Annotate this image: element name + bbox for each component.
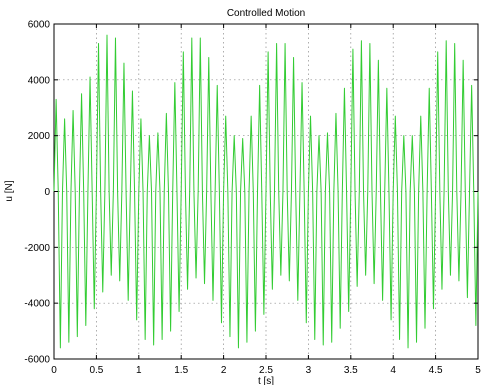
x-tick-label: 3 [306,365,312,376]
y-tick-label: 6000 [28,20,51,31]
chart-title: Controlled Motion [227,8,305,19]
x-tick-label: 1 [136,365,142,376]
x-tick-label: 5 [475,365,481,376]
x-tick-label: 0.5 [89,365,103,376]
x-tick-label: 4 [390,365,396,376]
series-line-0 [53,34,479,349]
x-axis-label: t [s] [258,376,274,385]
y-tick-label: 2000 [28,131,51,142]
y-tick-label: -2000 [24,243,50,254]
y-tick-labels: 6000 4000 2000 0 -2000 -4000 -6000 [24,20,50,366]
y-tick-label: -4000 [24,299,50,310]
x-tick-labels: 0 0.5 1 1.5 2 2.5 3 3.5 4 4.5 5 [51,365,481,376]
tick-marks [53,23,479,360]
x-tick-label: 2.5 [259,365,273,376]
x-tick-label: 3.5 [344,365,358,376]
x-tick-label: 4.5 [429,365,443,376]
x-tick-label: 0 [51,365,57,376]
series-group [53,34,479,349]
y-tick-label: -6000 [24,355,50,366]
y-tick-label: 0 [44,187,50,198]
y-axis-label: u [N] [4,180,15,201]
y-tick-label: 4000 [28,75,51,86]
x-tick-label: 2 [221,365,227,376]
x-tick-label: 1.5 [174,365,188,376]
